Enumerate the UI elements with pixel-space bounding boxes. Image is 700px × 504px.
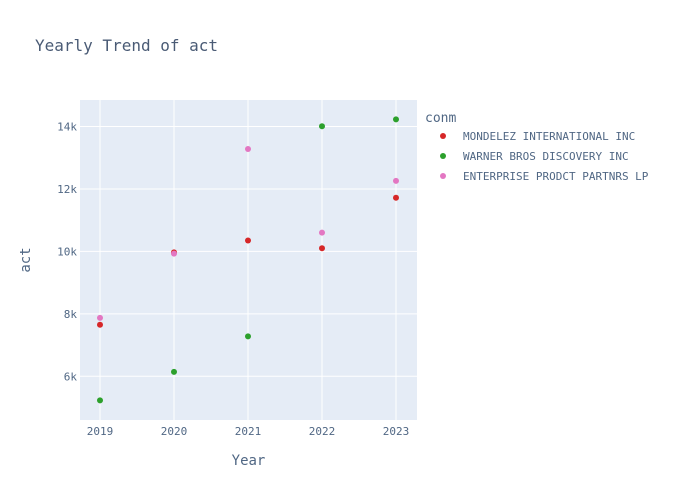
legend-label: MONDELEZ INTERNATIONAL INC	[463, 130, 635, 143]
x-axis-title: Year	[232, 453, 266, 469]
chart-title: Yearly Trend of act	[35, 36, 218, 55]
y-tick-label: 12k	[57, 183, 77, 196]
grid	[80, 100, 417, 420]
data-point	[393, 116, 399, 123]
data-point	[319, 229, 325, 236]
data-point	[245, 237, 251, 244]
y-tick-label: 6k	[64, 370, 78, 383]
x-axis-ticks: 2019 2020 2021 2022 2023	[87, 425, 410, 438]
data-point	[393, 177, 399, 184]
data-point	[245, 146, 251, 153]
data-point	[319, 123, 325, 130]
x-tick-label: 2022	[309, 425, 336, 438]
data-points	[97, 116, 399, 404]
legend-marker	[440, 133, 446, 139]
x-tick-label: 2020	[161, 425, 188, 438]
legend-items: MONDELEZ INTERNATIONAL INC WARNER BROS DI…	[440, 130, 649, 183]
legend-marker	[440, 173, 446, 179]
legend-label: ENTERPRISE PRODCT PARTNRS LP	[463, 170, 649, 183]
data-point	[171, 250, 177, 257]
y-tick-label: 10k	[57, 245, 77, 258]
y-tick-label: 8k	[64, 308, 78, 321]
data-point	[97, 321, 103, 328]
y-axis-title: act	[18, 247, 34, 272]
legend-label: WARNER BROS DISCOVERY INC	[463, 150, 629, 163]
data-point	[171, 368, 177, 375]
data-point	[393, 194, 399, 201]
legend: conm MONDELEZ INTERNATIONAL INC WARNER BR…	[425, 111, 649, 183]
x-tick-label: 2023	[383, 425, 410, 438]
data-point	[319, 245, 325, 252]
data-point	[245, 333, 251, 340]
data-point	[97, 314, 103, 321]
y-axis-ticks: 6k 8k 10k 12k 14k	[57, 121, 77, 384]
y-tick-label: 14k	[57, 121, 77, 134]
legend-title: conm	[425, 111, 456, 126]
x-tick-label: 2021	[235, 425, 262, 438]
x-tick-label: 2019	[87, 425, 114, 438]
data-point	[97, 397, 103, 404]
legend-marker	[440, 153, 446, 159]
